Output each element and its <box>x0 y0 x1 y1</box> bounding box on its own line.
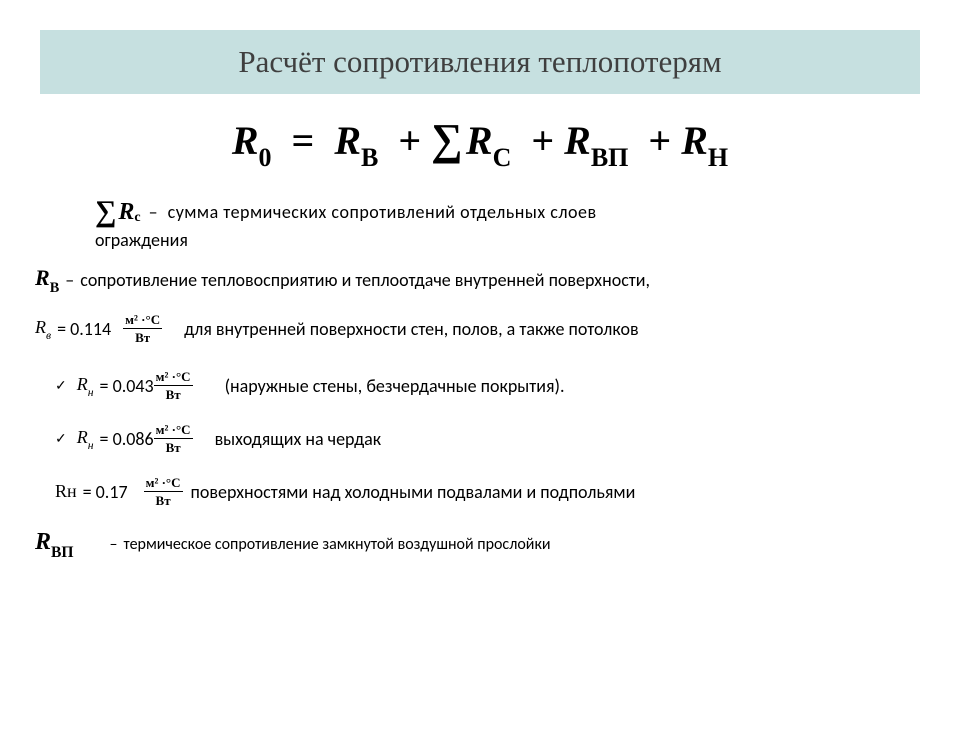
rvp-dash: – <box>110 535 118 554</box>
rn2-desc: выходящих на чердак <box>215 428 382 450</box>
rv-val-label: Rв <box>35 317 51 341</box>
rn3-desc: поверхностями над холодными подвалами и … <box>191 481 636 503</box>
rv-symbol: RВ <box>35 265 59 295</box>
rn2-unit: м² ·°С Вт <box>154 423 193 454</box>
rvp-row: RВП – термическое сопротивление замкнуто… <box>35 529 925 560</box>
rv-val-unit: м² ·°С Вт <box>123 313 162 344</box>
rv-val-desc: для внутренней поверхности стен, полов, … <box>184 318 638 340</box>
rn3-label: Rн <box>55 481 77 502</box>
main-formula: R0 = RВ + ∑ RС + RВП + RН <box>35 114 925 170</box>
rv-val-eq: = 0.114 <box>57 318 111 340</box>
content-area: R0 = RВ + ∑ RС + RВП + RН ∑Rc – сумма те… <box>0 114 960 560</box>
sigma-dash: – <box>149 201 158 223</box>
rn2-row: ✓ Rн = 0.086 м² ·°С Вт выходящих на черд… <box>55 423 925 454</box>
rn3-unit: м² ·°С Вт <box>144 476 183 507</box>
sigma-rc-block: ∑Rc – сумма термических сопротивлений от… <box>95 195 925 251</box>
slide-title: Расчёт сопротивления теплопотерям <box>238 44 721 79</box>
formula-text: R0 = RВ + ∑ RС + RВП + RН <box>232 118 728 163</box>
rv-row: RВ – сопротивление тепловосприятию и теп… <box>35 265 925 295</box>
check-icon: ✓ <box>55 377 67 394</box>
rv-desc: сопротивление тепловосприятию и теплоотд… <box>80 269 650 291</box>
rv-val-row: Rв = 0.114 м² ·°С Вт для внутренней пове… <box>35 313 925 344</box>
rn1-unit: м² ·°С Вт <box>154 370 193 401</box>
sigma-text1: сумма термических сопротивлений отдельны… <box>168 201 597 223</box>
rv-dash: – <box>65 269 74 291</box>
rn2-label: Rн <box>77 427 94 451</box>
rn1-label: Rн <box>77 374 94 398</box>
rn2-eq: = 0.086 <box>100 428 154 450</box>
rvp-symbol: RВП <box>35 529 74 560</box>
sigma-rc-symbol: ∑Rc <box>95 195 141 229</box>
rn1-desc: (наружные стены, безчердачные покрытия). <box>225 375 565 397</box>
rn1-eq: = 0.043 <box>100 375 154 397</box>
rn3-row: Rн = 0.17 м² ·°С Вт поверхностями над хо… <box>55 476 925 507</box>
rn3-eq: = 0.17 <box>83 481 128 503</box>
check-icon: ✓ <box>55 430 67 447</box>
sigma-text2: ограждения <box>95 229 925 251</box>
rvp-desc: термическое сопротивление замкнутой возд… <box>124 535 551 554</box>
slide-title-bar: Расчёт сопротивления теплопотерям <box>40 30 920 94</box>
rn1-row: ✓ Rн = 0.043 м² ·°С Вт (наружные стены, … <box>55 370 925 401</box>
